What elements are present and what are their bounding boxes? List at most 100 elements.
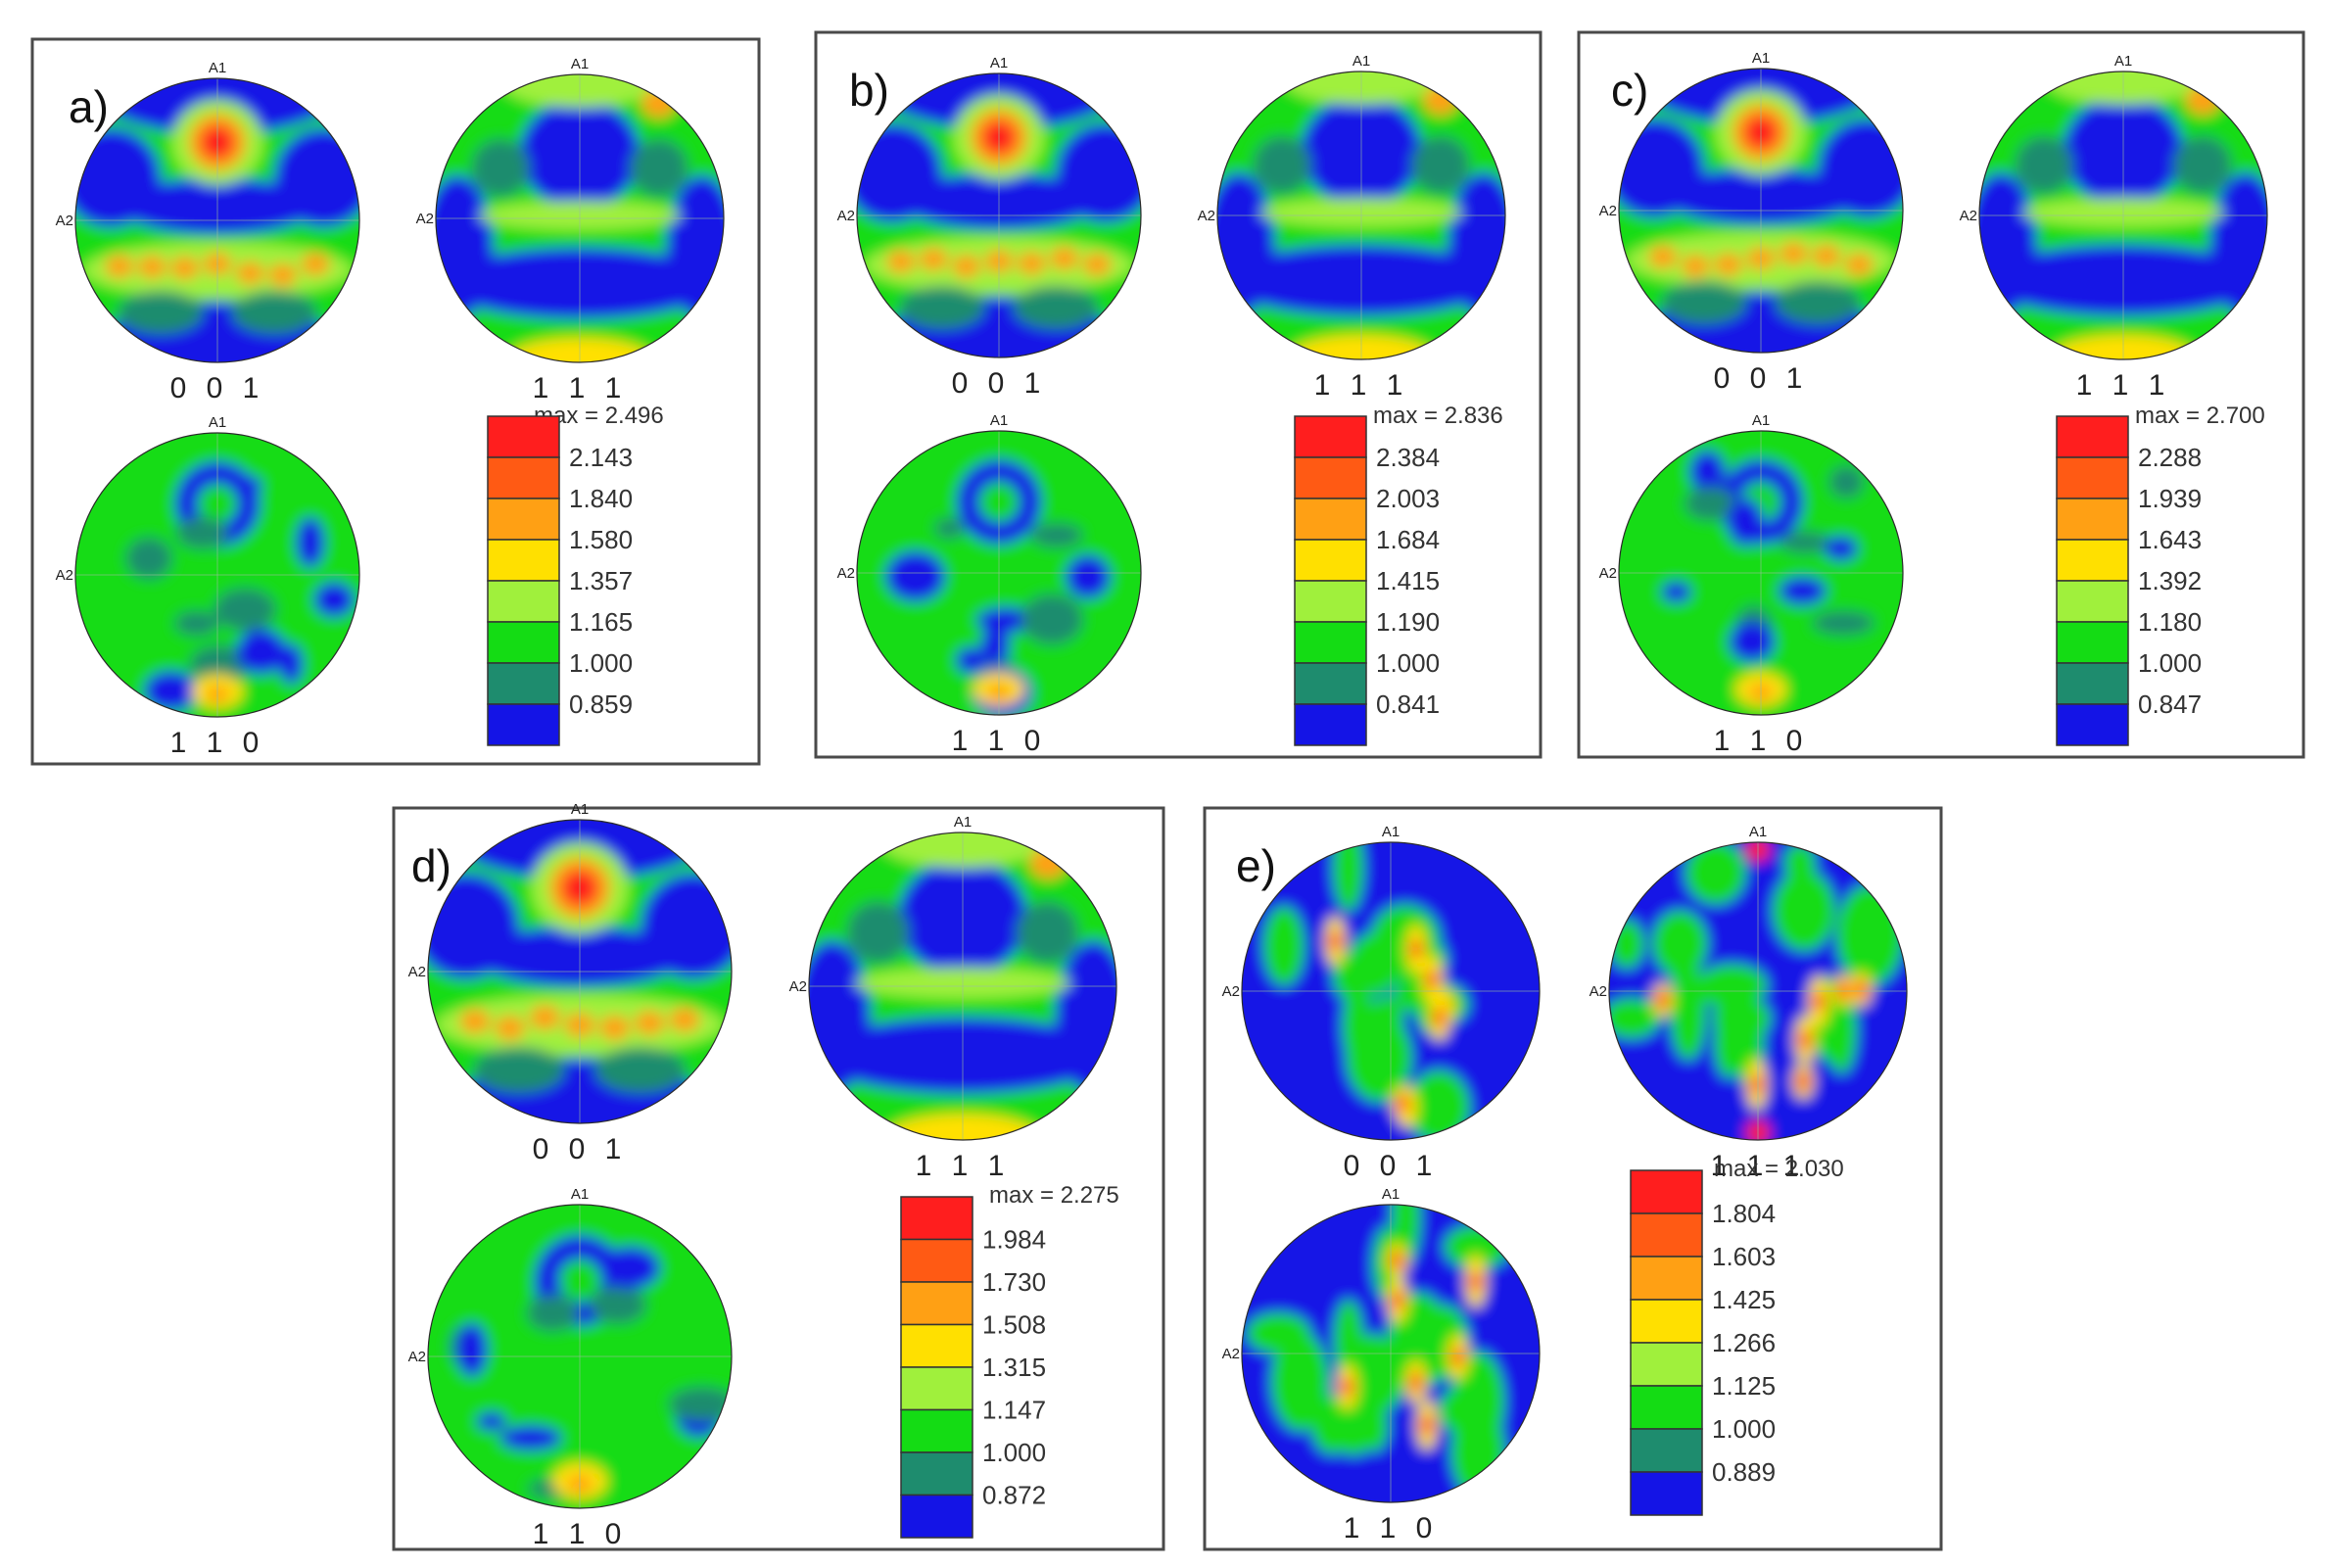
panel-letter: d) xyxy=(411,840,451,891)
contour-blob xyxy=(1779,576,1827,606)
pole-figure-contours xyxy=(428,820,732,1123)
legend-swatch xyxy=(487,498,560,541)
panel-b: b) A1 A2 0 0 1 A1 A2 1 1 1 A1 A2 1 1 0 max = 2.836… xyxy=(814,30,1543,759)
contour-blob xyxy=(527,1295,579,1332)
axis-label-a1: A1 xyxy=(209,414,226,431)
contour-blob xyxy=(1661,281,1747,324)
pole-figure-rim xyxy=(427,819,733,1124)
legend-level: 1.165 xyxy=(569,607,633,637)
contour-blob xyxy=(176,516,228,549)
pole-figure-111: A1 A2 1 1 1 xyxy=(1960,53,2268,402)
legend-swatch xyxy=(900,1281,973,1326)
color-legend: max = 2.836 2.384 2.003 1.684 1.415 1.190 1.00… xyxy=(1294,403,1503,746)
contour-blob xyxy=(634,1011,665,1035)
legend-swatch xyxy=(900,1408,973,1453)
axis-label-a2: A2 xyxy=(1590,983,1607,1000)
pole-figure-label: 1 1 1 xyxy=(2076,369,2171,402)
contour-blob xyxy=(459,1009,491,1034)
legend-swatch xyxy=(1294,580,1367,623)
contour-blob xyxy=(1728,621,1776,663)
legend-swatch xyxy=(487,580,560,623)
pole-figure-rim xyxy=(1241,1204,1541,1503)
contour-blob xyxy=(313,582,355,618)
pole-figure-label: 1 1 1 xyxy=(1711,1150,1806,1182)
pole-figure-label: 1 1 0 xyxy=(952,725,1047,757)
panel-d: d) A1 A2 0 0 1 A1 A2 1 1 1 A1 A2 1 1 0 max = 2.275… xyxy=(392,801,1165,1551)
pole-figure-rim xyxy=(1608,841,1908,1141)
contour-blob xyxy=(1253,136,1311,194)
axis-label-a1: A1 xyxy=(209,60,226,76)
contour-blob xyxy=(1346,1013,1412,1102)
legend-level: 1.000 xyxy=(982,1438,1046,1467)
contour-blob xyxy=(235,261,264,285)
axis-label-a2: A2 xyxy=(408,964,426,980)
pole-figure-contours xyxy=(1979,71,2267,359)
contour-blob xyxy=(1812,610,1875,636)
legend-level: 2.003 xyxy=(1376,484,1440,513)
legend-swatch xyxy=(1630,1342,1703,1387)
panel-letter: b) xyxy=(849,65,889,116)
contour-blob xyxy=(1685,487,1736,521)
axis-label-a2: A2 xyxy=(837,565,855,582)
axis-label-a1: A1 xyxy=(1752,412,1770,429)
contour-blob xyxy=(1433,1008,1446,1027)
legend-level: 1.425 xyxy=(1712,1285,1776,1314)
contour-blob xyxy=(1697,969,1759,1008)
legend-level: 0.847 xyxy=(2138,689,2202,719)
legend-level: 1.000 xyxy=(1712,1414,1776,1444)
panel-e: e) A1 A2 0 0 1 A1 A2 1 1 1 A1 A2 1 1 0 max = 2.030… xyxy=(1203,806,1943,1551)
contour-blob xyxy=(473,1047,565,1093)
legend-max: max = 2.836 xyxy=(1373,403,1503,429)
contour-blob xyxy=(1773,870,1835,951)
legend-swatch xyxy=(1630,1385,1703,1430)
contour-blob xyxy=(137,255,166,279)
legend-swatch xyxy=(2056,456,2129,499)
legend-level: 0.841 xyxy=(1376,689,1440,719)
contour-blob xyxy=(1784,843,1816,882)
legend-max: max = 2.275 xyxy=(989,1182,1119,1209)
contour-blob xyxy=(599,1015,631,1040)
contour-blob xyxy=(1329,931,1342,951)
contour-blob xyxy=(1271,1332,1329,1431)
contour-blob xyxy=(1812,244,1841,268)
axis-label-a1: A1 xyxy=(1382,824,1400,840)
legend-swatch xyxy=(900,1196,973,1241)
contour-blob xyxy=(1392,1205,1420,1263)
contour-blob xyxy=(1396,1094,1409,1113)
pole-figure-111: A1 A2 1 1 1 xyxy=(1590,824,1908,1182)
pole-figure-label: 1 1 0 xyxy=(533,1518,628,1550)
pole-figure-rim xyxy=(74,432,360,718)
color-legend: max = 2.700 2.288 1.939 1.643 1.392 1.180 1.00… xyxy=(2056,403,2265,746)
contour-blob xyxy=(1263,906,1305,986)
legend-swatch xyxy=(900,1238,973,1283)
pole-figure-rim xyxy=(74,77,360,363)
contour-blob xyxy=(1016,901,1078,964)
legend-swatch xyxy=(2056,703,2129,746)
contour-blob xyxy=(1013,286,1099,329)
axis-label-a2: A2 xyxy=(56,567,73,584)
contour-blob xyxy=(975,606,1036,634)
pole-figure-001: A1 A2 0 0 1 xyxy=(837,55,1142,400)
axis-label-a2: A2 xyxy=(416,211,434,227)
contour-blob xyxy=(301,253,330,276)
pole-figure-contours xyxy=(428,1205,732,1508)
contour-blob xyxy=(1065,554,1112,599)
pole-figure-rim xyxy=(435,73,725,363)
contour-blob xyxy=(105,255,134,278)
pole-figure-contours xyxy=(1242,842,1540,1140)
contour-blob xyxy=(125,537,172,580)
pole-figure-label: 1 1 1 xyxy=(533,372,628,404)
pole-figure-contours xyxy=(436,74,724,362)
legend-level: 1.000 xyxy=(1376,648,1440,678)
pole-figure-001: A1 A2 0 0 1 xyxy=(1222,824,1541,1182)
pole-figure-001: A1 A2 0 0 1 xyxy=(408,801,733,1165)
axis-label-a1: A1 xyxy=(571,56,589,72)
contour-blob xyxy=(1391,1251,1403,1269)
contour-blob xyxy=(1727,498,1764,546)
legend-level: 0.889 xyxy=(1712,1457,1776,1487)
axis-label-a2: A2 xyxy=(1960,208,1977,224)
legend-swatch xyxy=(1630,1428,1703,1473)
pole-figure-rim xyxy=(1978,71,2268,360)
contour-blob xyxy=(1652,910,1708,976)
contour-blob xyxy=(189,644,251,684)
